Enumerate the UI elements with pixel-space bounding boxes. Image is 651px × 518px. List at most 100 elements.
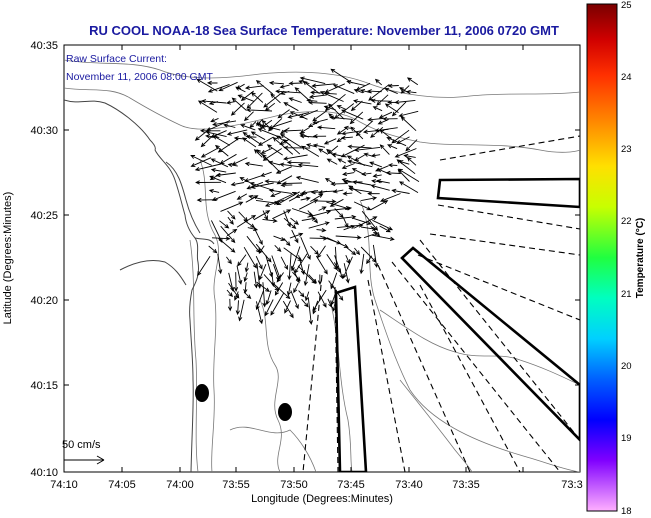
current-vector-arrow	[371, 234, 395, 241]
current-vector-arrow	[385, 170, 401, 176]
current-vector-arrow	[387, 83, 399, 89]
current-vector-arrow	[397, 168, 420, 182]
current-vector-arrow	[370, 184, 390, 191]
current-vector-arrow	[396, 159, 416, 175]
current-vector-arrow	[299, 76, 326, 85]
current-vector-arrow	[308, 274, 318, 284]
current-vector-arrow	[384, 103, 399, 113]
current-vector-arrow	[341, 130, 362, 136]
current-vector-arrow	[194, 163, 222, 172]
x-axis-ticks: 74:10 74:05 74:00 73:55 73:50 73:45 73:4…	[50, 45, 583, 491]
x-tick-label: 73:40	[395, 479, 423, 491]
current-vector-arrow	[298, 199, 319, 210]
y-axis-ticks: 40:35 40:30 40:25 40:20 40:15 40:10	[30, 40, 580, 479]
current-vector-arrow	[370, 153, 381, 158]
current-vector-arrow	[345, 246, 357, 256]
y-tick-label: 40:30	[30, 125, 58, 137]
current-vector-arrow	[288, 97, 302, 103]
current-vector-arrow	[248, 194, 264, 200]
current-vector-arrow	[398, 110, 419, 118]
x-tick-label: 74:05	[108, 479, 136, 491]
current-vector-arrow	[307, 298, 314, 326]
current-vector-arrow	[316, 199, 337, 204]
current-vector-arrow	[405, 139, 418, 152]
current-vector-arrow	[230, 182, 245, 187]
current-vector-arrow	[394, 148, 417, 158]
current-vector-arrow	[349, 111, 364, 125]
x-axis-label: Longitude (Degrees:Minutes)	[251, 493, 393, 505]
current-vector-arrow	[279, 84, 290, 89]
current-vector-arrow	[218, 237, 236, 253]
current-vector-arrow	[353, 146, 381, 153]
current-vector-arrow	[363, 232, 379, 239]
current-vector-arrow	[281, 181, 303, 186]
current-vector-arrow	[367, 89, 382, 94]
current-vector-arrow	[255, 256, 263, 270]
current-vector-arrow	[263, 274, 280, 292]
current-vector-arrow	[374, 78, 383, 86]
current-vector-arrow	[400, 116, 417, 132]
current-vector-arrow	[353, 88, 364, 94]
current-vector-arrow	[245, 134, 257, 139]
current-vector-arrow	[323, 138, 337, 145]
current-vector-arrow	[308, 100, 327, 105]
current-vector-arrow	[283, 154, 308, 161]
current-vector-arrow	[276, 191, 300, 206]
y-tick-label: 40:15	[30, 380, 58, 392]
current-vector-arrow	[233, 272, 239, 292]
current-vector-arrow	[283, 217, 297, 229]
current-vector-arrow	[262, 153, 282, 174]
current-vector-arrow	[317, 274, 323, 286]
current-vector-arrow	[293, 283, 299, 294]
current-vector-arrow	[277, 109, 290, 119]
current-vector-arrow	[290, 290, 299, 310]
current-vector-arrow	[219, 220, 230, 229]
current-vector-arrow	[350, 126, 364, 140]
current-vector-arrow	[283, 247, 303, 262]
current-vector-arrow	[286, 282, 292, 297]
current-vector-arrow	[319, 91, 344, 102]
current-vector-arrow	[227, 298, 233, 312]
colorbar-tick: 21	[621, 289, 632, 300]
current-vector-arrow	[283, 139, 301, 155]
current-vector-arrow	[287, 253, 292, 281]
current-vector-arrow	[273, 192, 298, 204]
current-vector-arrow	[318, 206, 327, 211]
current-vector-arrow	[209, 175, 227, 184]
current-vector-arrow	[334, 208, 344, 219]
current-vector-arrow	[262, 218, 278, 223]
current-vector-arrow	[290, 246, 301, 272]
current-vector-arrow	[366, 255, 373, 265]
x-tick-label: 73:3	[561, 479, 582, 491]
current-vector-arrow	[308, 94, 327, 99]
current-vector-arrow	[372, 173, 382, 178]
current-vector-arrow	[265, 290, 272, 306]
colorbar-tick: 23	[621, 144, 632, 155]
current-vector-arrow	[190, 157, 212, 167]
colorbar	[586, 3, 618, 512]
current-vector-arrow	[231, 97, 247, 111]
current-vector-arrow	[237, 94, 255, 102]
current-vector-arrow	[332, 84, 355, 95]
current-vector-arrow	[331, 300, 337, 312]
current-vector-arrow	[255, 243, 272, 263]
y-tick-label: 40:25	[30, 210, 58, 222]
current-vector-arrow	[370, 98, 390, 103]
current-vector-arrow	[244, 161, 263, 167]
current-vector-arrow	[270, 93, 281, 104]
current-vector-arrow	[295, 175, 319, 183]
current-vector-arrow	[368, 83, 390, 101]
current-vector-arrow	[253, 210, 271, 221]
current-vector-arrow	[207, 83, 230, 93]
current-vector-arrow	[374, 127, 398, 133]
current-vector-arrow	[250, 182, 274, 189]
colorbar-ticks: 25 24 23 22 21 20 19 18	[621, 0, 632, 517]
current-vector-arrow	[262, 210, 268, 221]
current-vector-arrow	[279, 162, 302, 168]
current-vector-arrow	[329, 115, 353, 120]
current-vector-arrow	[343, 225, 356, 231]
current-vector-arrow	[391, 188, 410, 194]
current-vector-arrow	[283, 238, 291, 247]
current-vector-arrow	[341, 163, 355, 169]
